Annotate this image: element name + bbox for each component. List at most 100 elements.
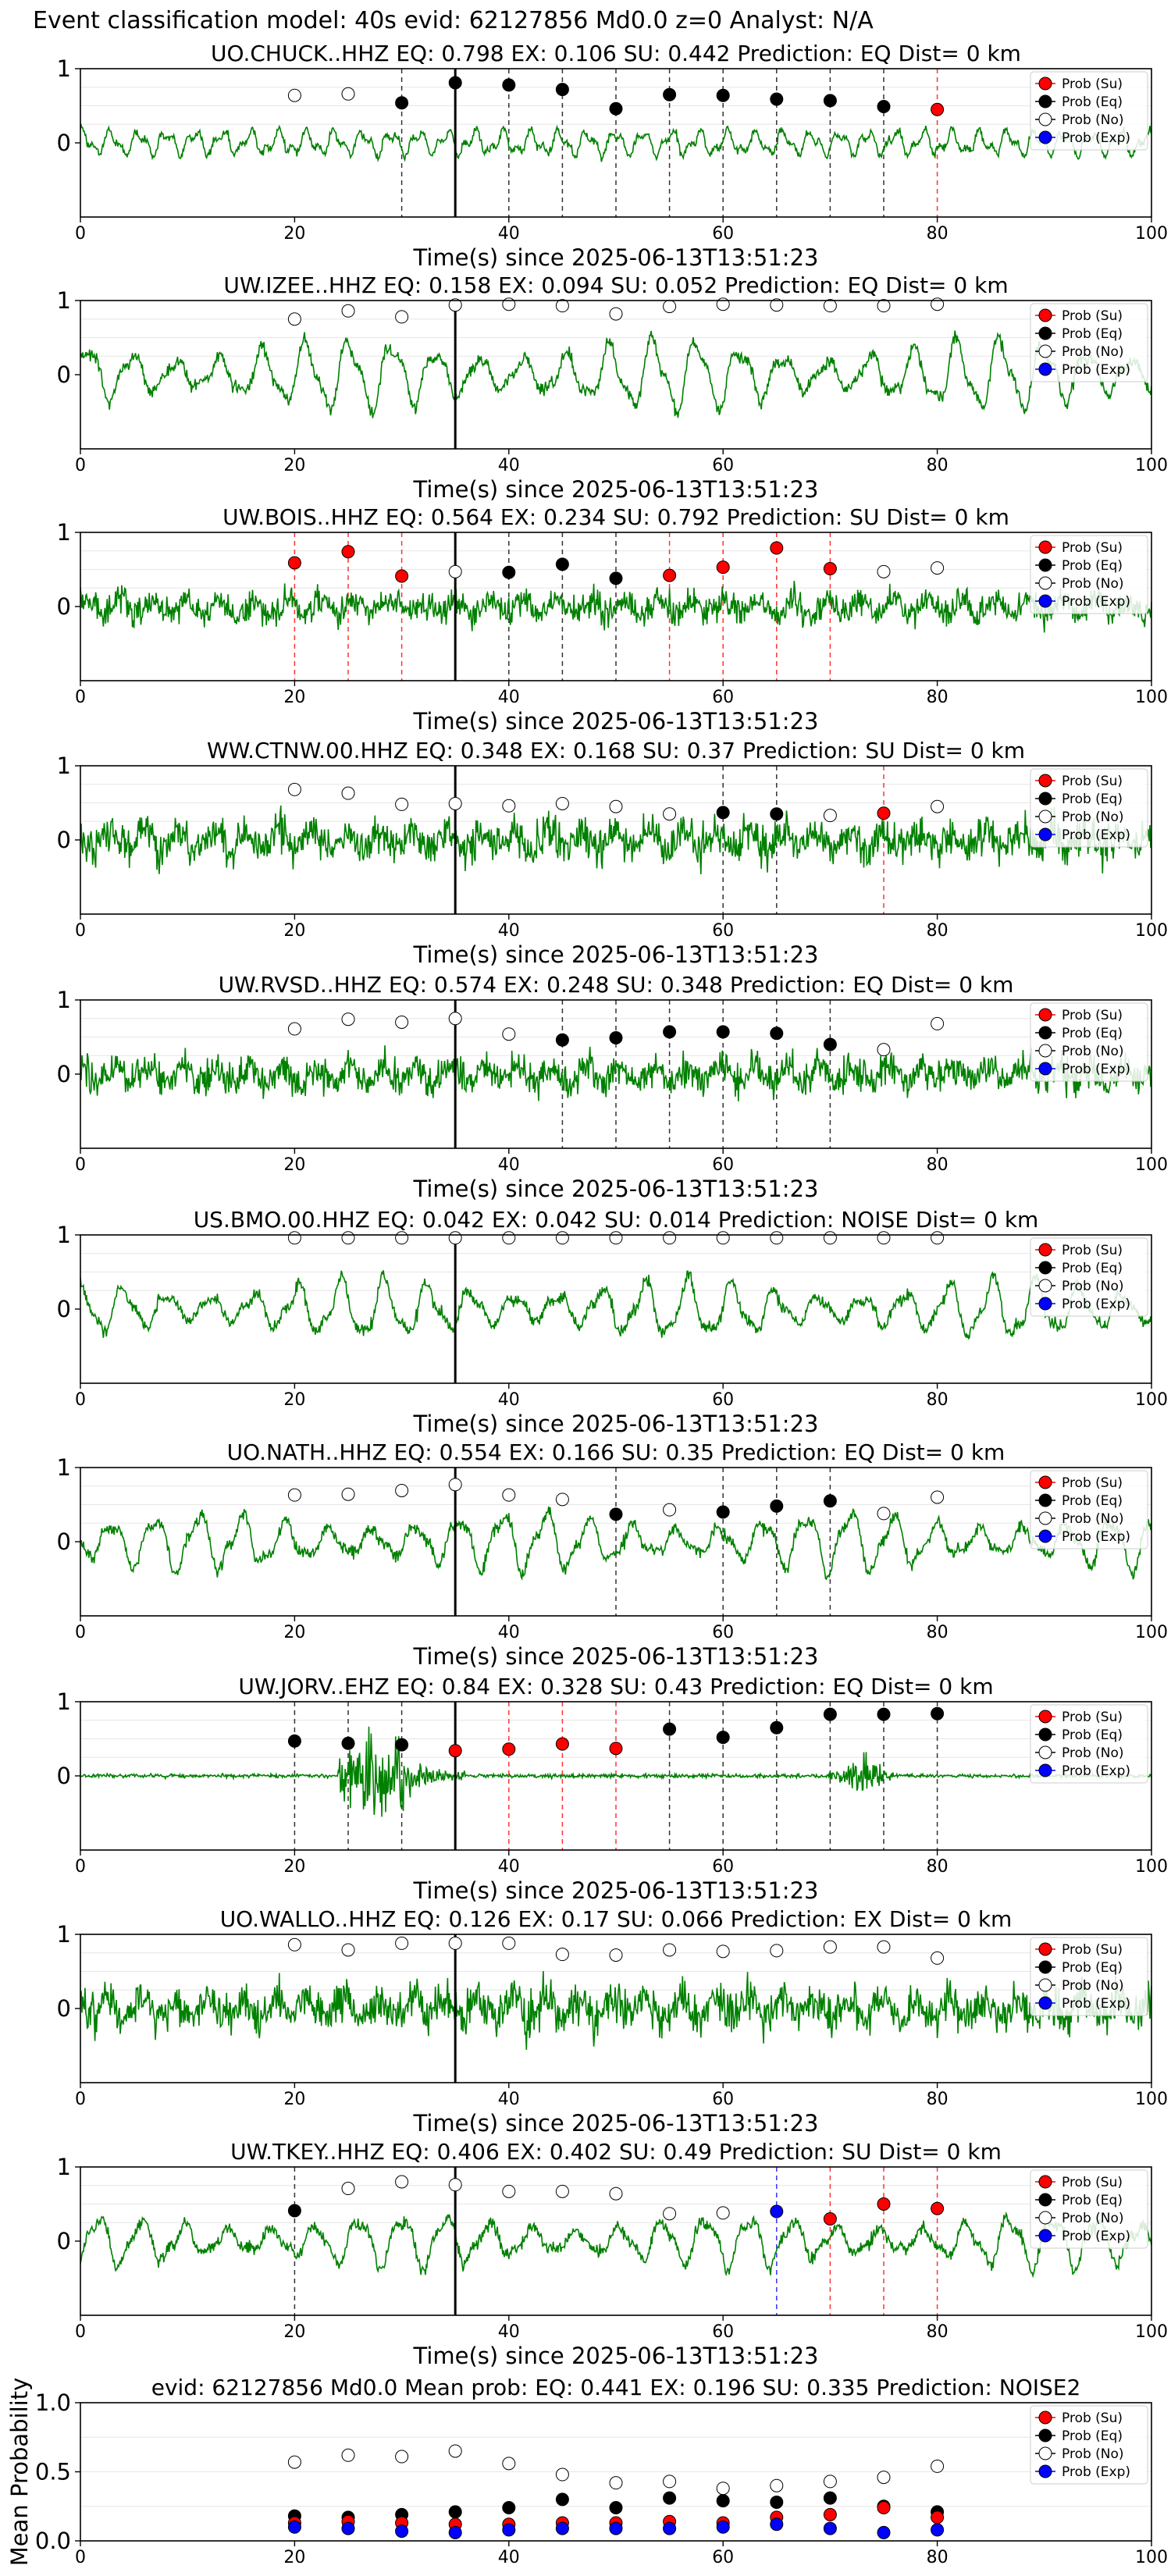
- x-tick-label: 100: [1135, 1857, 1168, 1877]
- legend-label-probsu: Prob (Su): [1062, 1475, 1123, 1491]
- prob-point-eq: [716, 806, 730, 820]
- prob-point-eq: [823, 94, 837, 108]
- legend-marker-probsu: [1038, 2411, 1052, 2425]
- x-tick-label: 60: [712, 456, 734, 475]
- x-axis-label: Time(s) since 2025-06-13T13:51:23: [413, 476, 819, 503]
- prob-point-no: [502, 799, 516, 813]
- y-tick-label: 1.0: [35, 2389, 71, 2416]
- legend-label-probeq: Prob (Eq): [1062, 326, 1123, 342]
- x-tick-label: 40: [498, 456, 520, 475]
- panel-4: WW.CTNW.00.HHZ EQ: 0.348 EX: 0.168 SU: 0…: [57, 738, 1168, 968]
- prob-point-eq: [931, 1706, 945, 1720]
- x-tick-label: 0: [75, 1623, 86, 1642]
- y-tick-label: 0: [57, 1061, 71, 1087]
- waveform: [80, 1506, 1152, 1582]
- mean-point-probsu: [823, 2507, 837, 2521]
- y-tick-label: 1: [57, 2154, 71, 2180]
- legend-label-probsu: Prob (Su): [1062, 1710, 1123, 1725]
- panel-2: UW.IZEE..HHZ EQ: 0.158 EX: 0.094 SU: 0.0…: [57, 272, 1168, 503]
- legend-label-probeq: Prob (Eq): [1062, 792, 1123, 807]
- prob-point-su: [877, 2197, 891, 2211]
- x-tick-label: 60: [712, 1155, 734, 1175]
- panel-title: UO.WALLO..HHZ EQ: 0.126 EX: 0.17 SU: 0.0…: [220, 1906, 1013, 1932]
- panel-8: UW.JORV..EHZ EQ: 0.84 EX: 0.328 SU: 0.43…: [57, 1674, 1168, 1904]
- prob-point-no: [877, 1507, 891, 1521]
- prob-point-no: [448, 1936, 462, 1950]
- prob-point-no: [931, 1231, 945, 1245]
- legend-label-probno: Prob (No): [1062, 809, 1124, 825]
- x-tick-label: 60: [712, 1390, 734, 1410]
- legend: Prob (Su) Prob (Eq) Prob (No) Prob (Exp): [1030, 2405, 1148, 2485]
- prob-point-no: [502, 1936, 516, 1950]
- prob-point-eq: [716, 1505, 730, 1519]
- prob-point-no: [395, 797, 409, 811]
- x-tick-label: 100: [1135, 456, 1168, 475]
- x-tick-label: 20: [283, 224, 305, 244]
- legend: Prob (Su) Prob (Eq) Prob (No) Prob (Exp): [1030, 303, 1148, 382]
- legend-marker-probexp: [1038, 1996, 1052, 2010]
- mean-point-probexp: [770, 2517, 784, 2532]
- legend-marker-probexp: [1038, 594, 1052, 608]
- x-tick-label: 20: [283, 2090, 305, 2109]
- x-tick-label: 20: [283, 688, 305, 707]
- prob-point-no: [287, 782, 301, 796]
- legend-marker-probexp: [1038, 130, 1052, 144]
- legend-label-probno: Prob (No): [1062, 1044, 1124, 1059]
- prob-point-no: [448, 796, 462, 810]
- legend-marker-probsu: [1038, 540, 1052, 554]
- legend-frame: [1030, 2405, 1148, 2485]
- legend-frame: [1030, 1470, 1148, 1550]
- y-tick-label: 1: [57, 1222, 71, 1248]
- y-tick-label: 0: [57, 1763, 71, 1789]
- waveform: [80, 330, 1152, 418]
- prob-point-eq: [341, 1736, 355, 1750]
- x-tick-label: 20: [283, 1390, 305, 1410]
- prob-point-no: [555, 1948, 569, 1962]
- x-tick-label: 100: [1135, 1623, 1168, 1642]
- x-tick-label: 40: [498, 688, 520, 707]
- legend-label-probno: Prob (No): [1062, 576, 1124, 592]
- legend-label-probexp: Prob (Exp): [1062, 362, 1130, 378]
- prob-point-no: [502, 1027, 516, 1041]
- legend-marker-probno: [1038, 2211, 1052, 2225]
- panel-title: UW.TKEY..HHZ EQ: 0.406 EX: 0.402 SU: 0.4…: [230, 2139, 1002, 2165]
- x-tick-label: 0: [75, 1857, 86, 1877]
- panel-7: UO.NATH..HHZ EQ: 0.554 EX: 0.166 SU: 0.3…: [57, 1439, 1168, 1670]
- mean-point-probexp: [395, 2524, 409, 2539]
- x-tick-label: 60: [712, 2090, 734, 2109]
- prob-point-eq: [555, 1033, 569, 1047]
- y-tick-label: 1: [57, 287, 71, 314]
- legend-marker-probeq: [1038, 792, 1052, 806]
- prob-point-su: [502, 1742, 516, 1756]
- legend-label-probsu: Prob (Su): [1062, 540, 1123, 556]
- legend-frame: [1030, 71, 1148, 151]
- legend-marker-probexp: [1038, 1763, 1052, 1777]
- legend-marker-probexp: [1038, 362, 1052, 376]
- legend-label-probno: Prob (No): [1062, 2211, 1124, 2226]
- panel-title: UW.RVSD..HHZ EQ: 0.574 EX: 0.248 SU: 0.3…: [219, 972, 1014, 998]
- x-tick-label: 100: [1135, 1390, 1168, 1410]
- x-tick-label: 20: [283, 1155, 305, 1175]
- prob-point-no: [448, 564, 462, 578]
- prob-point-no: [448, 2178, 462, 2192]
- x-tick-label: 100: [1135, 2322, 1168, 2342]
- legend-label-probexp: Prob (Exp): [1062, 594, 1130, 610]
- legend-marker-probsu: [1038, 2175, 1052, 2189]
- mean-point-probexp: [663, 2521, 677, 2535]
- legend-marker-probsu: [1038, 308, 1052, 322]
- x-tick-label: 40: [498, 224, 520, 244]
- prob-point-no: [931, 799, 945, 813]
- mean-point-probno: [555, 2467, 569, 2482]
- prob-point-no: [770, 298, 784, 312]
- prob-point-eq: [287, 1734, 301, 1748]
- legend-marker-probsu: [1038, 1008, 1052, 1022]
- mean-point-probno: [395, 2450, 409, 2464]
- prob-point-eq: [502, 565, 516, 579]
- prob-point-no: [448, 1012, 462, 1026]
- prob-point-su: [823, 562, 837, 576]
- x-tick-label: 0: [75, 2548, 86, 2567]
- legend-label-probeq: Prob (Eq): [1062, 2193, 1123, 2208]
- y-tick-label: 0: [57, 1528, 71, 1555]
- panel-title: UO.NATH..HHZ EQ: 0.554 EX: 0.166 SU: 0.3…: [227, 1439, 1005, 1465]
